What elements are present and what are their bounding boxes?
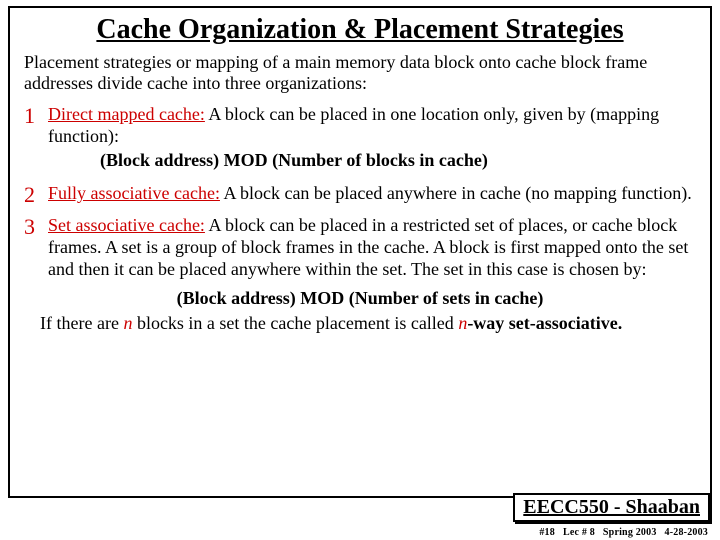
item-body: Set associative cache: A block can be pl…	[48, 215, 696, 280]
item-number: 3	[24, 215, 48, 280]
item-label: Direct mapped cache:	[48, 104, 205, 124]
term: Spring 2003	[603, 527, 657, 538]
formula-text: (Block address) MOD (Number of blocks in…	[100, 150, 696, 172]
list-item: 1 Direct mapped cache: A block can be pl…	[22, 104, 698, 175]
slide-title: Cache Organization & Placement Strategie…	[22, 14, 698, 46]
closing-text: If there are n blocks in a set the cache…	[22, 313, 698, 335]
item-text: A block can be placed anywhere in cache …	[220, 183, 692, 203]
formula-text: (Block address) MOD (Number of sets in c…	[22, 288, 698, 309]
footer-box: EECC550 - Shaaban	[513, 493, 710, 522]
closing-n: n	[458, 313, 467, 333]
intro-text: Placement strategies or mapping of a mai…	[22, 52, 698, 94]
slide-frame: Cache Organization & Placement Strategie…	[8, 6, 712, 498]
subfooter: #18 Lec # 8 Spring 2003 4-28-2003	[539, 527, 708, 538]
item-number: 2	[24, 183, 48, 207]
list-item: 3 Set associative cache: A block can be …	[22, 215, 698, 280]
item-label: Fully associative cache:	[48, 183, 220, 203]
item-label: Set associative cache:	[48, 215, 205, 235]
closing-part: If there are	[40, 313, 123, 333]
date: 4-28-2003	[665, 527, 708, 538]
closing-part: -way set-associative.	[467, 313, 622, 333]
item-body: Direct mapped cache: A block can be plac…	[48, 104, 696, 175]
slide-number: #18	[539, 527, 555, 538]
closing-part: blocks in a set the cache placement is c…	[132, 313, 458, 333]
list-item: 2 Fully associative cache: A block can b…	[22, 183, 698, 207]
item-body: Fully associative cache: A block can be …	[48, 183, 696, 207]
footer-text: EECC550 - Shaaban	[523, 496, 700, 518]
item-number: 1	[24, 104, 48, 175]
lecture-number: Lec # 8	[563, 527, 595, 538]
